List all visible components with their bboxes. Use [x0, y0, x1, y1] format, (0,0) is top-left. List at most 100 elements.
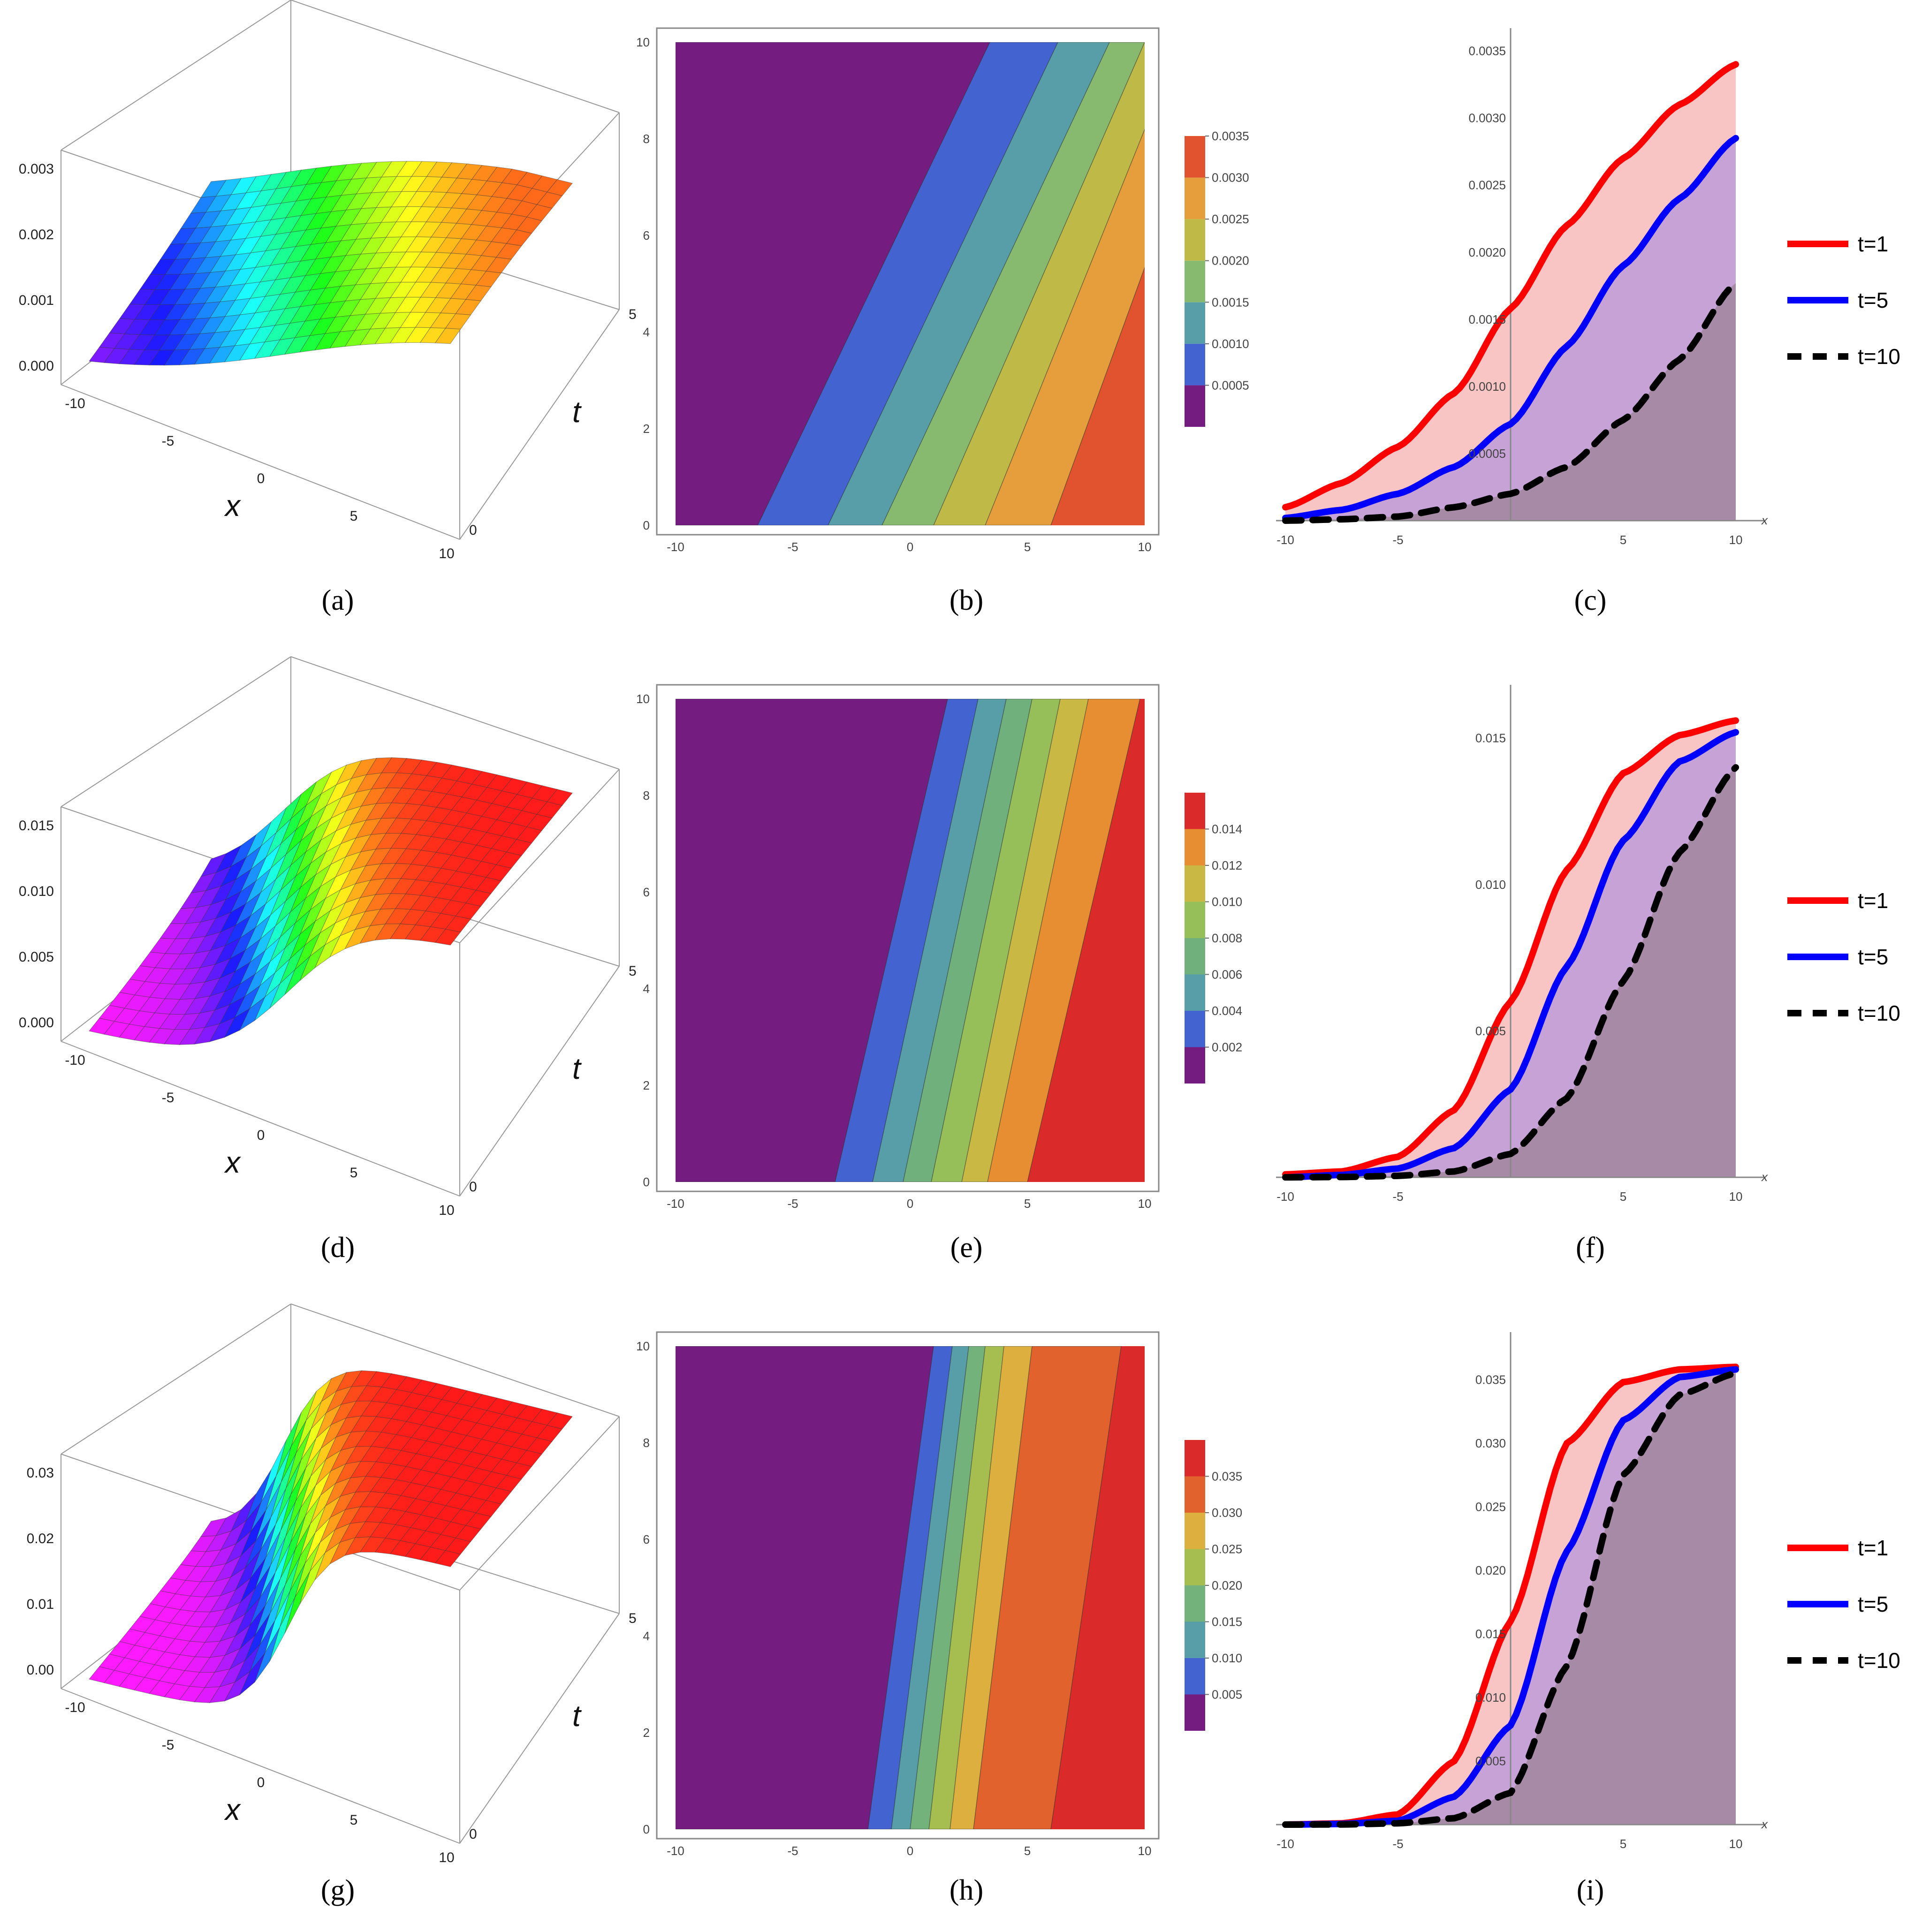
y-tick-label: 0.0035	[1468, 44, 1506, 58]
t-axis-label: t	[572, 1052, 582, 1085]
box-edge	[290, 1303, 620, 1417]
series-line-t=5	[1282, 135, 1739, 522]
legend-swatch	[1185, 1621, 1205, 1658]
legend-label: t=10	[1858, 344, 1900, 369]
y-tick-label: 4	[643, 1629, 650, 1643]
y-tick-label: 0	[643, 1175, 650, 1189]
legend-label: t=5	[1858, 1592, 1888, 1616]
legend-tick-label: 0.0020	[1212, 254, 1249, 268]
legend-tick-label: 0.010	[1212, 1651, 1242, 1665]
legend-swatch	[1185, 1513, 1205, 1549]
box-edge	[459, 309, 620, 540]
y-tick-label: 6	[643, 228, 650, 242]
series-line-t=5	[1282, 729, 1739, 1181]
series-line-t=10	[1282, 1370, 1739, 1828]
t-axis-label: t	[572, 395, 582, 429]
surface-cell	[435, 929, 461, 946]
x-tick-label: -5	[162, 1737, 175, 1753]
x-axis-label: x	[1761, 1817, 1768, 1831]
caption-i: (i)	[1577, 1874, 1604, 1906]
box-edge	[459, 1416, 620, 1591]
contour-plot-h: -10 -5 0 5 10 0 2 4 6 8 10 0.005 0.010 0.015 0.020 0.02…	[636, 1331, 1242, 1858]
x-tick-label: -5	[787, 1197, 798, 1211]
x-tick-label: -10	[667, 1197, 684, 1211]
z-tick-label: 0.002	[19, 227, 54, 242]
x-tick-label: 0	[257, 1128, 265, 1143]
caption-c: (c)	[1574, 584, 1607, 616]
box-edge	[290, 656, 620, 770]
y-tick-label: 0.015	[1475, 731, 1506, 745]
x-tick-label: 10	[439, 1850, 454, 1865]
t-tick-label: 0	[469, 523, 477, 538]
z-tick-label: 0.02	[27, 1531, 54, 1546]
z-tick-label: 0.001	[19, 293, 54, 308]
x-axis-label: x	[1761, 1170, 1768, 1184]
y-tick-label: 6	[643, 885, 650, 899]
y-tick-label: 4	[643, 982, 650, 996]
box-edge	[459, 769, 620, 943]
legend-swatch	[1185, 177, 1205, 220]
surface-plot-d: 0.000 0.005 0.010 0.015 -10 -5 0 5 10 0 5 10 x t	[19, 656, 804, 1218]
series-line-t=5	[1282, 1366, 1739, 1828]
y-tick-label: 8	[643, 1436, 650, 1450]
caption-a: (a)	[322, 584, 354, 616]
contour-bands	[676, 42, 1145, 525]
z-tick-label: 0.010	[19, 884, 54, 899]
x-tick-label: 0	[907, 1197, 913, 1211]
series-line-t=10	[1282, 764, 1739, 1181]
legend-tick-label: 0.0015	[1212, 295, 1249, 309]
legend-swatch	[1185, 974, 1205, 1011]
legend-tick-label: 0.020	[1212, 1578, 1242, 1592]
x-tick-label: 10	[1729, 1190, 1743, 1204]
y-tick-label: 0.0020	[1468, 245, 1506, 259]
x-tick-label: 10	[1138, 540, 1152, 554]
legend-swatch	[1185, 1658, 1205, 1695]
x-axis-label: x	[224, 1145, 241, 1179]
x-tick-label: 5	[1620, 1837, 1626, 1851]
contour-band	[676, 1346, 934, 1829]
y-tick-label: 4	[643, 325, 650, 339]
y-tick-label: 8	[643, 788, 650, 803]
legend-label: t=5	[1858, 288, 1888, 312]
legend-label: t=1	[1858, 888, 1888, 913]
caption-f: (f)	[1576, 1232, 1605, 1264]
y-tick-label: 0.035	[1475, 1372, 1506, 1386]
contour-band	[676, 42, 990, 525]
x-tick-label: -5	[162, 433, 175, 449]
x-tick-label: 10	[1138, 1197, 1152, 1211]
box-edge	[290, 0, 620, 113]
surface-cell	[434, 328, 461, 344]
legend-tick-label: 0.002	[1212, 1040, 1242, 1054]
surface-cell	[435, 1550, 461, 1567]
legend-tick-label: 0.0035	[1212, 129, 1249, 143]
caption-e: (e)	[950, 1232, 983, 1264]
caption-h: (h)	[950, 1874, 983, 1906]
box-edge	[61, 1041, 460, 1197]
legend-tick-label: 0.035	[1212, 1470, 1242, 1484]
z-tick-label: 0.003	[19, 161, 54, 177]
t-tick-label: 5	[629, 307, 637, 322]
legend-swatch	[1185, 385, 1205, 427]
y-tick-label: 0.020	[1475, 1563, 1506, 1577]
x-tick-label: -5	[1392, 1190, 1403, 1204]
x-tick-label: -10	[1276, 533, 1294, 547]
area-t=10	[1285, 767, 1736, 1177]
x-tick-label: -10	[667, 1844, 684, 1858]
box-edge	[61, 1303, 291, 1455]
legend-swatch	[1185, 136, 1205, 178]
contour-bands	[676, 1346, 1145, 1829]
t-tick-label: 0	[469, 1826, 477, 1842]
box-edge	[61, 0, 291, 151]
legend-tick-label: 0.005	[1212, 1688, 1242, 1702]
x-axis-label: x	[224, 1793, 241, 1826]
surface-plot-g: 0.00 0.01 0.02 0.03 -10 -5 0 5 10 0 5 10 x t	[27, 1303, 804, 1865]
y-tick-label: 0	[643, 518, 650, 532]
legend-label: t=1	[1858, 1536, 1888, 1560]
legend-label: t=10	[1858, 1001, 1900, 1025]
x-tick-label: 0	[907, 1844, 913, 1858]
x-tick-label: -10	[1276, 1837, 1294, 1851]
contour-bands	[676, 699, 1145, 1182]
legend-swatch	[1185, 1011, 1205, 1047]
x-tick-label: 0	[257, 471, 265, 486]
y-tick-label: 6	[643, 1532, 650, 1546]
